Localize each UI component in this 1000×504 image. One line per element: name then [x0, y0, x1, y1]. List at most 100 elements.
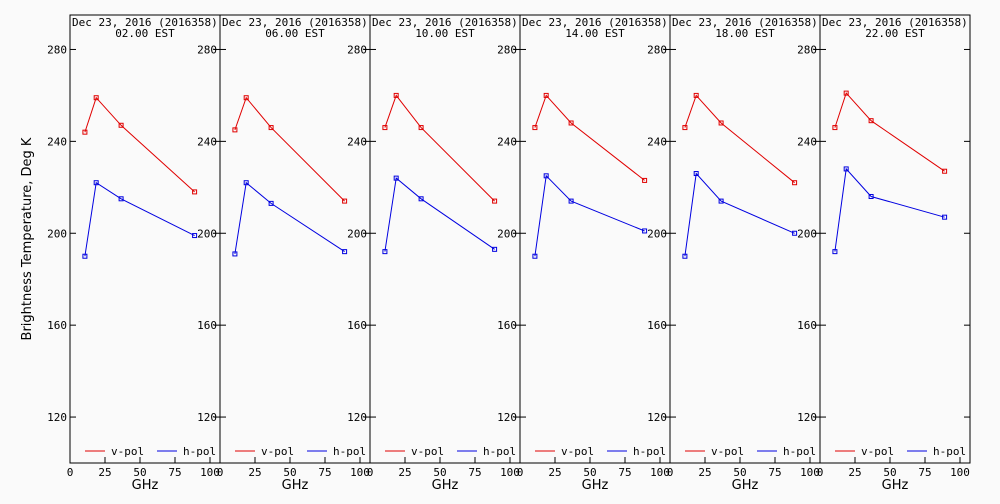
y-tick-label: 280: [497, 43, 517, 56]
y-tick-label: 240: [47, 135, 67, 148]
series-line-v-pol: [534, 94, 645, 181]
x-tick-label: 75: [918, 466, 931, 479]
panel-time: 02.00 EST: [115, 27, 175, 40]
series-line-v-pol: [84, 96, 195, 193]
x-tick-label: 75: [618, 466, 631, 479]
series-line-h-pol: [84, 181, 195, 257]
panel-title: Dec 23, 2016 (2016358): [72, 16, 218, 29]
y-tick-label: 160: [347, 319, 367, 332]
y-tick-label: 160: [797, 319, 817, 332]
data-point-v-pol: [93, 95, 99, 101]
x-tick-label: 100: [800, 466, 820, 479]
data-point-v-pol: [393, 92, 399, 98]
data-point-v-pol: [718, 120, 724, 126]
x-tick-label: 50: [283, 466, 296, 479]
x-axis-label: GHz: [282, 478, 309, 493]
legend-label-h-pol: h-pol: [183, 445, 216, 458]
x-tick-label: 100: [500, 466, 520, 479]
data-point-h-pol: [868, 193, 874, 199]
y-tick-label: 120: [197, 411, 217, 424]
y-tick-label: 120: [347, 411, 367, 424]
data-point-v-pol: [418, 125, 424, 131]
y-tick-label: 240: [497, 135, 517, 148]
y-tick-label: 280: [347, 43, 367, 56]
x-tick-label: 25: [248, 466, 261, 479]
data-point-h-pol: [93, 180, 99, 186]
x-tick-label: 0: [517, 466, 524, 479]
legend-label-v-pol: v-pol: [861, 445, 894, 458]
panel-time: 18.00 EST: [715, 27, 775, 40]
legend-label-h-pol: h-pol: [483, 445, 516, 458]
data-point-h-pol: [243, 180, 249, 186]
data-point-v-pol: [492, 198, 498, 204]
x-tick-label: 50: [433, 466, 446, 479]
x-axis-label: GHz: [732, 478, 759, 493]
x-tick-label: 25: [848, 466, 861, 479]
x-tick-label: 50: [883, 466, 896, 479]
series-line-h-pol: [834, 167, 945, 252]
data-point-v-pol: [342, 198, 348, 204]
x-tick-label: 100: [200, 466, 220, 479]
data-point-v-pol: [843, 90, 849, 96]
panel-title: Dec 23, 2016 (2016358): [222, 16, 368, 29]
x-tick-label: 25: [698, 466, 711, 479]
panel-2: Dec 23, 2016 (2016358)06.00 EST 120 160 200…: [197, 14, 371, 493]
panel-title: Dec 23, 2016 (2016358): [372, 16, 518, 29]
panel-1: Dec 23, 2016 (2016358)02.00 EST 120 160 200…: [47, 14, 221, 493]
legend-label-h-pol: h-pol: [933, 445, 966, 458]
data-point-h-pol: [393, 175, 399, 181]
panel-title: Dec 23, 2016 (2016358): [522, 16, 668, 29]
panel-time: 06.00 EST: [265, 27, 325, 40]
x-tick-label: 0: [67, 466, 74, 479]
y-tick-label: 160: [647, 319, 667, 332]
panel-title: Dec 23, 2016 (2016358): [822, 16, 968, 29]
series-line-v-pol: [384, 94, 495, 202]
data-point-h-pol: [342, 249, 348, 255]
x-tick-label: 75: [768, 466, 781, 479]
data-point-v-pol: [192, 189, 198, 195]
panel-6: Dec 23, 2016 (2016358)22.00 EST 120 160 200…: [797, 14, 971, 493]
panel-4: Dec 23, 2016 (2016358)14.00 EST 120 160 200…: [497, 14, 671, 493]
x-axis-label: GHz: [132, 478, 159, 493]
x-tick-label: 0: [667, 466, 674, 479]
y-tick-label: 120: [497, 411, 517, 424]
data-point-h-pol: [382, 249, 388, 255]
x-tick-label: 50: [133, 466, 146, 479]
data-point-v-pol: [243, 95, 249, 101]
data-point-h-pol: [543, 173, 549, 179]
legend-label-h-pol: h-pol: [633, 445, 666, 458]
series-line-v-pol: [834, 92, 945, 172]
x-tick-label: 50: [583, 466, 596, 479]
legend-label-v-pol: v-pol: [411, 445, 444, 458]
data-point-v-pol: [82, 129, 88, 135]
y-tick-label: 200: [197, 227, 217, 240]
data-point-v-pol: [832, 125, 838, 131]
data-point-h-pol: [832, 249, 838, 255]
panel-title: Dec 23, 2016 (2016358): [672, 16, 818, 29]
x-tick-label: 75: [168, 466, 181, 479]
legend-label-v-pol: v-pol: [561, 445, 594, 458]
y-tick-label: 240: [197, 135, 217, 148]
panel-5: Dec 23, 2016 (2016358)18.00 EST 120 160 200…: [647, 14, 821, 493]
data-point-h-pol: [568, 198, 574, 204]
x-tick-label: 0: [817, 466, 824, 479]
data-point-h-pol: [192, 233, 198, 239]
data-point-v-pol: [682, 125, 688, 131]
x-tick-label: 50: [733, 466, 746, 479]
x-tick-label: 100: [350, 466, 370, 479]
y-tick-label: 120: [647, 411, 667, 424]
y-tick-label: 200: [347, 227, 367, 240]
x-axis-label: GHz: [432, 478, 459, 493]
data-point-v-pol: [268, 125, 274, 131]
y-axis-label: Brightness Temperature, Deg K: [20, 137, 35, 340]
series-line-h-pol: [234, 181, 345, 254]
legend-label-v-pol: v-pol: [261, 445, 294, 458]
panel-time: 22.00 EST: [865, 27, 925, 40]
data-point-h-pol: [942, 214, 948, 220]
x-tick-label: 100: [950, 466, 970, 479]
data-point-h-pol: [843, 166, 849, 172]
x-tick-label: 75: [318, 466, 331, 479]
series-line-h-pol: [684, 172, 795, 257]
data-point-v-pol: [118, 122, 124, 128]
